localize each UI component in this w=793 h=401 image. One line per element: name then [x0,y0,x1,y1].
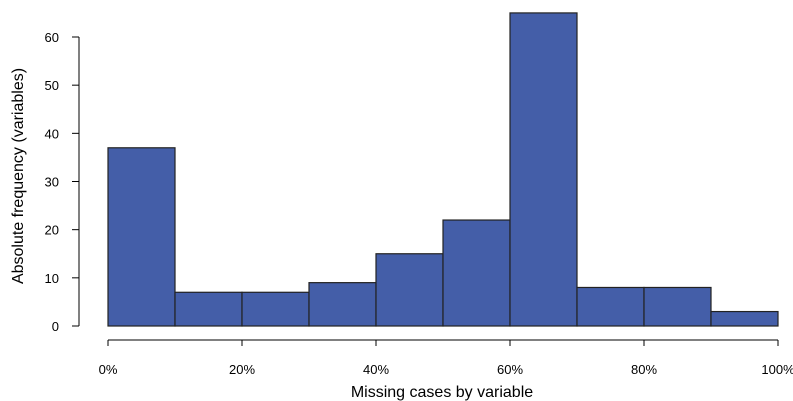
y-tick-label: 0 [52,319,59,334]
histogram-bar [442,219,511,327]
histogram-bar [375,253,444,327]
y-axis: 0 10 20 30 40 50 60 [45,30,80,334]
y-axis-title: Absolute frequency (variables) [10,68,27,284]
histogram-bar [308,282,377,327]
y-tick-label: 30 [45,175,59,190]
y-tick-label: 10 [45,271,59,286]
x-tick-label: 80% [631,362,657,377]
x-tick-label: 100% [761,362,793,377]
histogram-bar [509,12,578,327]
x-axis: 0% 20% 40% 60% 80% 100% [99,339,793,377]
x-axis-title: Missing cases by variable [351,384,533,401]
histogram-bar [241,291,310,327]
histogram-bar [643,286,712,327]
histogram-bar [174,291,243,327]
x-tick-label: 60% [497,362,523,377]
x-tick-label: 0% [99,362,118,377]
y-tick-label: 40 [45,126,59,141]
y-tick-label: 50 [45,78,59,93]
y-tick-label: 60 [45,30,59,45]
histogram-bar [107,147,176,327]
x-tick-label: 40% [363,362,389,377]
histogram-bar [710,310,779,327]
y-tick-label: 20 [45,223,59,238]
x-tick-label: 20% [229,362,255,377]
histogram-bar [576,286,645,327]
histogram-bars [107,12,779,327]
